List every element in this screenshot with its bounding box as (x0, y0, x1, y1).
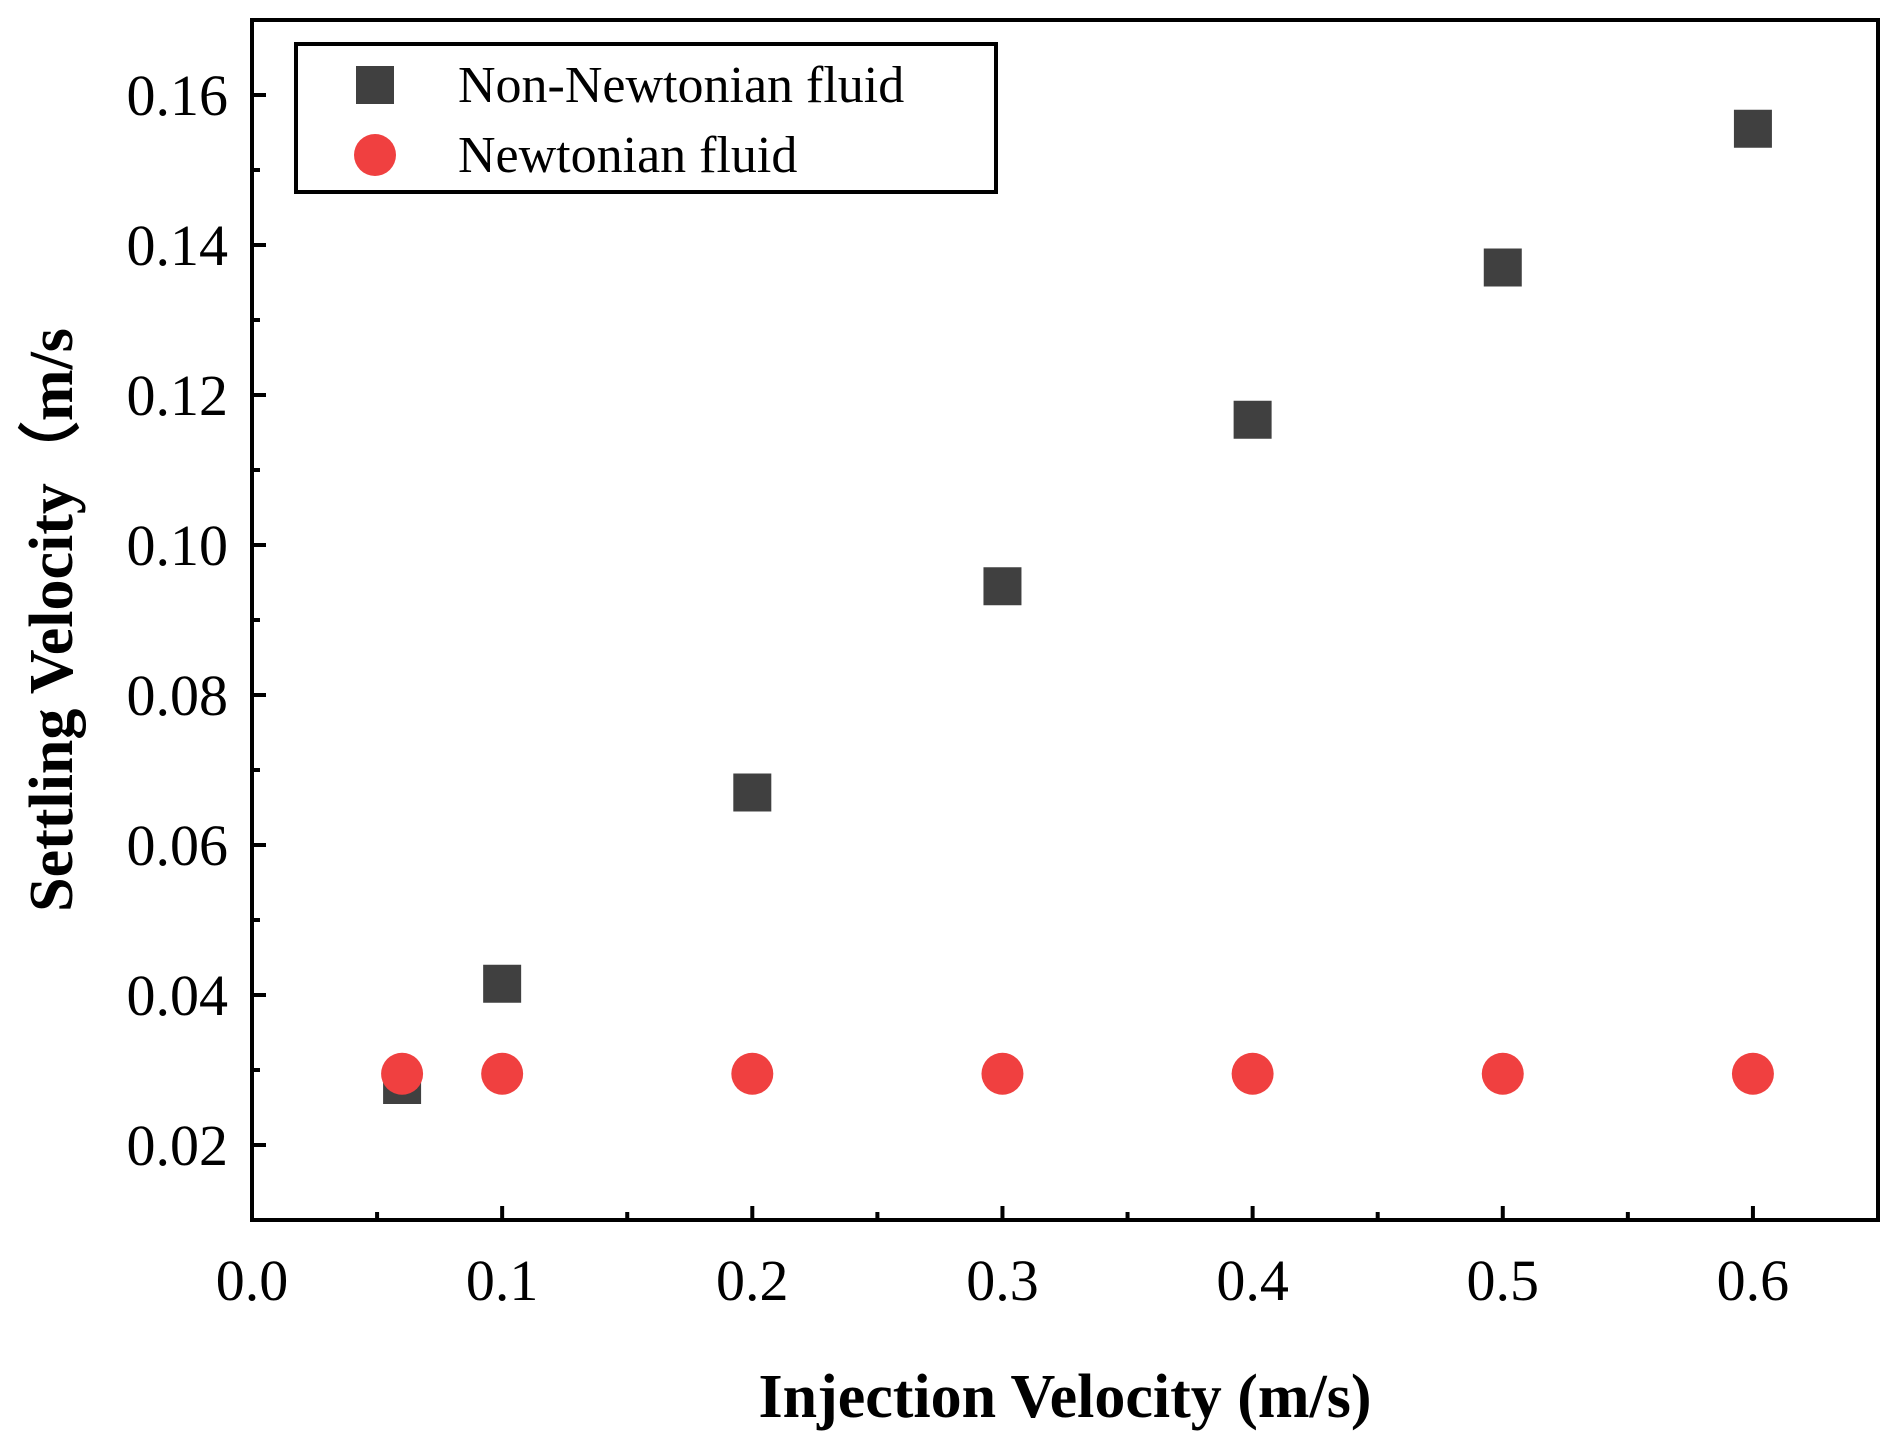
x-tick-label: 0.6 (1717, 1248, 1790, 1313)
point-non-newtonian (983, 567, 1022, 606)
y-tick-label: 0.02 (127, 1113, 229, 1178)
legend: Non-Newtonian fluid Newtonian fluid (294, 42, 998, 194)
plot-frame (250, 18, 1880, 1222)
y-axis-ticks: 0.02 0.04 0.06 0.08 0.10 0.12 0.14 0.16 (127, 18, 266, 1222)
y-tick-label: 0.14 (127, 213, 229, 278)
point-newtonian (1481, 1052, 1524, 1095)
point-newtonian (981, 1052, 1024, 1095)
x-axis-ticks: 0.0 0.1 0.2 0.3 0.4 0.5 0.6 (216, 1206, 1789, 1313)
x-tick-label: 0.5 (1467, 1248, 1540, 1313)
x-tick-label: 0.4 (1216, 1248, 1289, 1313)
point-newtonian (1731, 1052, 1774, 1095)
y-tick-label: 0.06 (127, 813, 229, 878)
point-non-newtonian (733, 773, 772, 812)
legend-box (294, 42, 998, 194)
legend-label-newtonian: Newtonian fluid (458, 127, 797, 184)
x-axis-title: Injection Velocity (m/s) (758, 1363, 1371, 1431)
y-tick-label: 0.04 (127, 963, 229, 1028)
point-newtonian (1231, 1052, 1274, 1095)
x-tick-label: 0.1 (466, 1248, 539, 1313)
point-newtonian (481, 1052, 524, 1095)
x-tick-label: 0.0 (216, 1248, 289, 1313)
legend-label-non-newtonian: Non-Newtonian fluid (458, 57, 904, 114)
y-tick-label: 0.12 (127, 363, 229, 428)
point-non-newtonian (1233, 400, 1272, 439)
point-non-newtonian (1733, 109, 1772, 148)
point-non-newtonian (1483, 248, 1522, 287)
x-tick-label: 0.2 (716, 1248, 789, 1313)
legend-marker-square (356, 66, 394, 104)
y-tick-label: 0.08 (127, 663, 229, 728)
point-non-newtonian (483, 964, 522, 1003)
y-tick-label: 0.10 (127, 513, 229, 578)
y-axis-title: Settling Velocity（m/s (16, 328, 86, 912)
data-points (381, 109, 1774, 1104)
point-newtonian (381, 1052, 424, 1095)
point-newtonian (731, 1052, 774, 1095)
y-tick-label: 0.16 (127, 63, 229, 128)
legend-marker-circle (354, 134, 396, 176)
x-tick-label: 0.3 (966, 1248, 1039, 1313)
